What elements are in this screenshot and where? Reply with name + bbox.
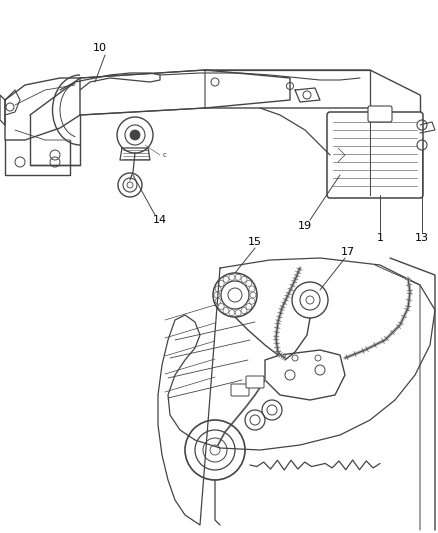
FancyBboxPatch shape (367, 106, 391, 122)
Circle shape (130, 130, 140, 140)
Text: 13: 13 (414, 233, 428, 243)
FancyBboxPatch shape (230, 384, 248, 396)
FancyBboxPatch shape (326, 112, 422, 198)
Text: 14: 14 (152, 215, 167, 225)
Text: 17: 17 (340, 247, 354, 257)
Text: c: c (162, 152, 166, 158)
Text: 1: 1 (376, 233, 383, 243)
Text: 10: 10 (93, 43, 107, 53)
FancyBboxPatch shape (245, 376, 263, 388)
Text: 15: 15 (247, 237, 261, 247)
Text: 19: 19 (297, 221, 311, 231)
